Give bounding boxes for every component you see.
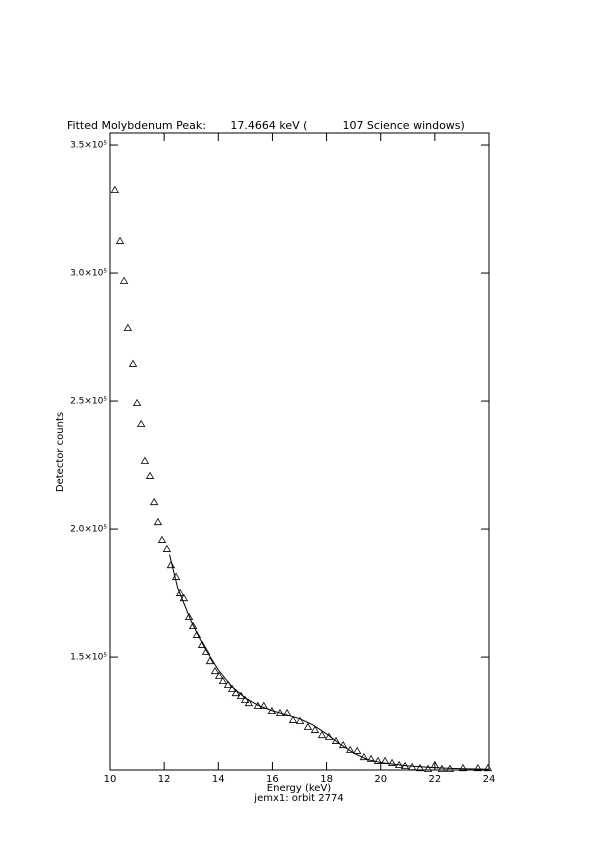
- fit-line: [169, 554, 490, 770]
- data-point: [128, 359, 138, 367]
- y-tick-label: 3.0×10⁵: [70, 269, 107, 279]
- x-tick-label: 10: [104, 774, 117, 785]
- data-point: [119, 276, 129, 284]
- y-tick-label: 3.5×10⁵: [70, 141, 107, 151]
- data-point: [218, 676, 228, 685]
- x-tick-label: 22: [428, 774, 441, 785]
- data-point: [310, 725, 320, 733]
- y-axis-label: Detector counts: [55, 412, 66, 492]
- data-point: [267, 706, 277, 715]
- data-point: [166, 560, 176, 569]
- data-point: [162, 544, 172, 552]
- data-point: [303, 722, 313, 730]
- data-point: [201, 647, 211, 655]
- data-point: [123, 323, 133, 331]
- data-point: [210, 666, 220, 675]
- data-point: [184, 612, 194, 621]
- data-point: [231, 688, 241, 697]
- data-point: [197, 640, 207, 648]
- x-axis-label: Energy (keV): [267, 783, 332, 794]
- data-point: [415, 763, 425, 772]
- data-point: [282, 708, 292, 717]
- data-point: [331, 736, 341, 744]
- data-point: [295, 716, 305, 724]
- y-tick-label: 1.5×10⁵: [70, 653, 107, 663]
- data-point: [240, 695, 250, 704]
- data-point: [115, 236, 125, 244]
- data-point: [153, 517, 163, 526]
- data-point: [192, 630, 202, 638]
- data-point: [214, 671, 224, 679]
- x-tick-label: 14: [212, 774, 225, 785]
- x-tick-label: 24: [483, 774, 496, 785]
- data-point: [149, 497, 159, 506]
- subtitle: jemx1: orbit 2774: [253, 793, 343, 804]
- data-point: [244, 698, 254, 707]
- data-point: [458, 763, 468, 772]
- data-point: [317, 730, 327, 739]
- y-tick-label: 2.0×10⁵: [70, 525, 107, 535]
- chart-title: Fitted Molybdenum Peak: 17.4664 keV ( 10…: [67, 119, 465, 132]
- data-point: [145, 471, 155, 479]
- data-point: [352, 746, 362, 754]
- data-point: [205, 656, 215, 665]
- y-tick-label: 2.5×10⁵: [70, 397, 107, 407]
- data-point: [288, 715, 298, 723]
- data-point: [157, 535, 167, 543]
- data-point: [387, 758, 397, 766]
- data-point: [259, 701, 268, 709]
- x-tick-label: 18: [320, 774, 333, 785]
- data-point: [483, 763, 493, 772]
- data-point: [136, 419, 146, 428]
- plot-frame: [109, 132, 490, 771]
- data-point: [366, 754, 376, 762]
- data-point: [188, 621, 198, 630]
- data-point: [132, 398, 142, 407]
- data-point: [110, 185, 120, 193]
- data-point: [373, 756, 383, 764]
- data-point: [423, 764, 433, 772]
- x-tick-label: 12: [158, 774, 171, 785]
- data-point: [473, 763, 483, 772]
- data-point: [175, 588, 185, 596]
- x-tick-label: 16: [266, 774, 279, 785]
- data-point: [140, 456, 150, 464]
- x-tick-label: 20: [374, 774, 387, 785]
